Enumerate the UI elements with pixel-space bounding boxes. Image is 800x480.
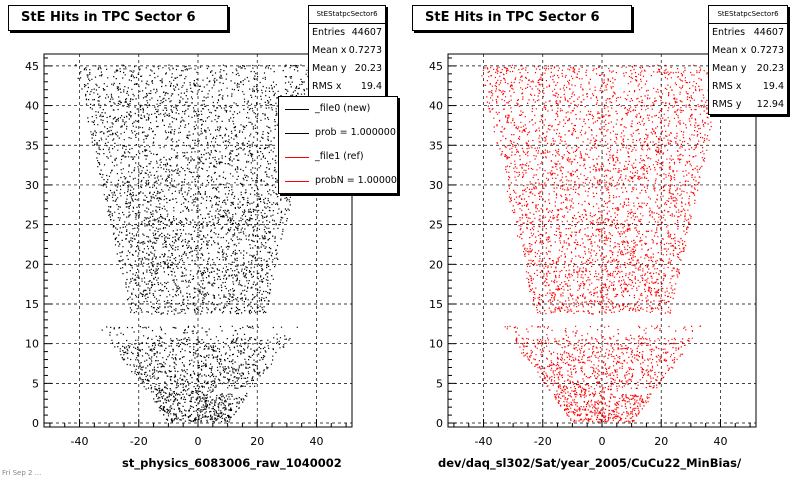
stats-label: RMS x	[312, 81, 342, 92]
right-stats-name: StEStatpcSector6	[709, 6, 787, 24]
stats-value: 44607	[753, 27, 784, 38]
stats-label: Mean x	[312, 45, 347, 56]
x-tick-label: 40	[309, 435, 323, 448]
legend: _file0 (new) prob = 1.000000 _file1 (ref…	[278, 96, 398, 194]
legend-swatch	[285, 157, 309, 158]
legend-swatch	[285, 109, 309, 110]
legend-swatch	[285, 133, 309, 134]
x-tick-label: -20	[534, 435, 552, 448]
legend-label: prob = 1.000000	[315, 127, 396, 138]
left-pad: -40 -20 0 20 40 0 5 10 15 20 25 30 35 40 45 StE Hits i…	[0, 0, 398, 480]
stats-label: Entries	[312, 27, 346, 38]
right-stats-row: Entries 44607	[709, 24, 787, 42]
right-pad: -40 -20 0 20 40 0 5 10 15 20 25 30 35 40 45 StE Hits i…	[404, 0, 800, 480]
y-tick-label: 35	[25, 139, 39, 152]
stats-value: 19.4	[360, 81, 382, 92]
y-tick-label: 5	[32, 377, 39, 390]
stats-label: Mean y	[312, 63, 347, 74]
right-stats-row: RMS x 19.4	[709, 78, 787, 96]
axes: -40 -20 0 20 40 0 5 10 15 20 25 30 35 40 45	[429, 57, 751, 448]
left-x-caption: st_physics_6083006_raw_1040002	[122, 456, 342, 470]
legend-label: _file0 (new)	[315, 103, 371, 114]
stats-label: Mean x	[712, 45, 747, 56]
y-tick-label: 10	[25, 338, 39, 351]
y-tick-label: 25	[429, 219, 443, 232]
stats-value: 12.94	[756, 99, 784, 110]
left-stats-row: RMS x 19.4	[309, 78, 385, 96]
hit-density	[481, 64, 723, 423]
legend-label: probN = 1.000000	[315, 175, 398, 186]
y-tick-label: 0	[32, 417, 39, 430]
y-tick-label: 45	[25, 60, 39, 73]
right-scatter-plot: -40 -20 0 20 40 0 5 10 15 20 25 30 35 40 45	[429, 53, 757, 448]
left-scatter-plot: -40 -20 0 20 40 0 5 10 15 20 25 30 35 40 45	[25, 53, 353, 448]
stats-value: 0.7273	[750, 45, 784, 56]
y-tick-label: 15	[429, 298, 443, 311]
x-tick-label: 20	[250, 435, 264, 448]
stats-value: 0.7273	[348, 45, 382, 56]
right-x-caption: dev/daq_sl302/Sat/year_2005/CuCu22_MinBi…	[438, 456, 742, 470]
y-tick-label: 20	[429, 258, 443, 271]
grid	[44, 54, 352, 427]
y-tick-label: 30	[25, 179, 39, 192]
left-plot-title: StE Hits in TPC Sector 6	[8, 5, 228, 31]
x-tick-label: 0	[599, 435, 606, 448]
y-tick-label: 25	[25, 219, 39, 232]
y-tick-label: 40	[429, 100, 443, 113]
legend-item: _file0 (new)	[279, 97, 397, 121]
x-tick-label: -40	[475, 435, 493, 448]
right-stats-box: StEStatpcSector6 Entries 44607 Mean x 0.72…	[708, 5, 788, 115]
left-stats-box: StEStatpcSector6 Entries 44607 Mean x 0.72…	[308, 5, 386, 97]
right-stats-row: Mean x 0.7273	[709, 42, 787, 60]
y-tick-label: 30	[429, 179, 443, 192]
legend-item: _file1 (ref)	[279, 145, 397, 169]
stats-label: Mean y	[712, 63, 747, 74]
legend-item: prob = 1.000000	[279, 121, 397, 145]
legend-label: _file1 (ref)	[315, 151, 364, 162]
legend-item: probN = 1.000000	[279, 169, 397, 193]
grid	[448, 54, 756, 427]
right-stats-row: RMS y 12.94	[709, 96, 787, 114]
x-tick-label: 20	[654, 435, 668, 448]
stats-value: 44607	[351, 27, 382, 38]
stats-label: RMS y	[712, 99, 742, 110]
stats-label: RMS x	[712, 81, 742, 92]
left-stats-name: StEStatpcSector6	[309, 6, 385, 24]
left-stats-row: Entries 44607	[309, 24, 385, 42]
x-tick-label: -20	[130, 435, 148, 448]
y-tick-label: 35	[429, 139, 443, 152]
y-tick-label: 45	[429, 60, 443, 73]
x-tick-label: -40	[71, 435, 89, 448]
left-stats-row: Mean x 0.7273	[309, 42, 385, 60]
stats-value: 20.23	[354, 63, 382, 74]
footer-text: Fri Sep 2 ...	[2, 469, 42, 477]
y-tick-label: 5	[436, 377, 443, 390]
axes: -40 -20 0 20 40 0 5 10 15 20 25 30 35 40 45	[25, 57, 347, 448]
y-tick-label: 0	[436, 417, 443, 430]
left-stats-row: Mean y 20.23	[309, 60, 385, 78]
stats-value: 20.23	[756, 63, 784, 74]
y-tick-label: 10	[429, 338, 443, 351]
y-tick-label: 20	[25, 258, 39, 271]
right-plot-title: StE Hits in TPC Sector 6	[412, 5, 632, 31]
right-stats-row: Mean y 20.23	[709, 60, 787, 78]
x-tick-label: 40	[713, 435, 727, 448]
x-tick-label: 0	[195, 435, 202, 448]
y-tick-label: 15	[25, 298, 39, 311]
legend-swatch	[285, 181, 309, 182]
stats-value: 19.4	[762, 81, 784, 92]
y-tick-label: 40	[25, 100, 39, 113]
stats-label: Entries	[712, 27, 746, 38]
scatter-points	[481, 64, 723, 423]
